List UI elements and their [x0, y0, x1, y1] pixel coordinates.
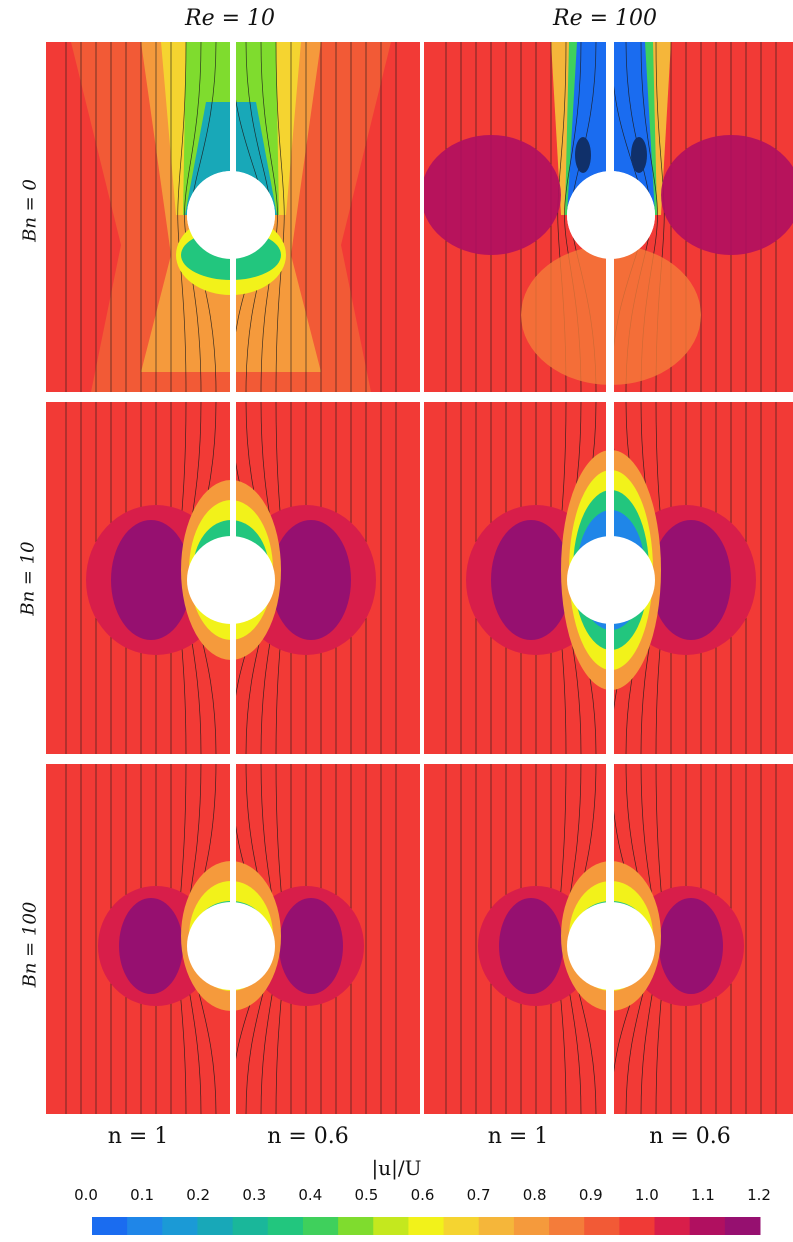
colorbar-tick-label: 0.9 — [578, 1186, 603, 1204]
colorbar-swatch — [513, 1217, 550, 1235]
bottom-label-n06-re100: n = 0.6 — [649, 1124, 731, 1149]
colorbar-tick-label: 0.4 — [298, 1186, 323, 1204]
colorbar-tick-label: 0.3 — [242, 1186, 267, 1204]
colorbar-swatch — [232, 1217, 269, 1235]
colorbar-swatch — [302, 1217, 339, 1235]
colorbar-swatch — [197, 1217, 234, 1235]
colorbar-swatch — [267, 1217, 304, 1235]
column-title-re-100: Re = 100 — [553, 6, 657, 31]
colorbar-swatch — [162, 1217, 198, 1235]
colorbar-tick-label: 0.5 — [354, 1186, 379, 1204]
colorbar-swatch — [549, 1217, 585, 1235]
bottom-label-n1-re10: n = 1 — [107, 1124, 169, 1149]
colorbar-swatch — [373, 1217, 409, 1235]
colorbar-tick-label: 0.8 — [522, 1186, 547, 1204]
colorbar-tick-label: 0.0 — [74, 1186, 98, 1204]
column-title-re-10: Re = 10 — [185, 6, 275, 31]
colorbar-swatch — [408, 1217, 445, 1235]
colorbar-swatch — [584, 1217, 620, 1235]
colorbar-swatch — [689, 1217, 726, 1235]
colorbar-swatch — [478, 1217, 515, 1235]
colorbar-swatch — [443, 1217, 480, 1235]
colorbar-tick-label: 0.6 — [410, 1186, 435, 1204]
colorbar — [92, 1217, 761, 1235]
colorbar-title: |u|/U — [371, 1156, 422, 1180]
row-title-bn-0: Bn = 0 — [19, 179, 41, 242]
colorbar-swatch — [338, 1217, 374, 1235]
colorbar-swatch — [619, 1217, 656, 1235]
colorbar-swatch — [724, 1217, 761, 1235]
bottom-label-n1-re100: n = 1 — [487, 1124, 549, 1149]
bottom-label-n06-re10: n = 0.6 — [267, 1124, 349, 1149]
colorbar-tick-label: 0.7 — [466, 1186, 491, 1204]
colorbar-tick-label: 1.0 — [634, 1186, 659, 1204]
colorbar-swatch — [654, 1217, 691, 1235]
colorbar-swatch — [127, 1217, 163, 1235]
colorbar-swatch — [92, 1217, 128, 1235]
row-title-bn-100: Bn = 100 — [19, 901, 41, 988]
colorbar-tick-label: 0.1 — [130, 1186, 154, 1204]
row-title-bn-10: Bn = 10 — [17, 541, 39, 616]
colorbar-tick-label: 1.1 — [690, 1186, 715, 1204]
colorbar-tick-label: 1.2 — [747, 1186, 771, 1204]
colorbar-tick-label: 0.2 — [186, 1186, 211, 1204]
